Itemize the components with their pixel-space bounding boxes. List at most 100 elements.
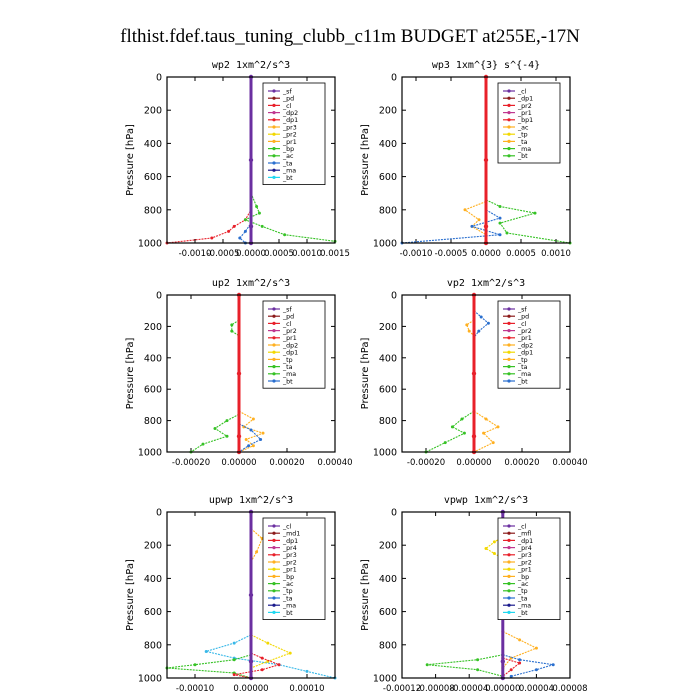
x-tick-label: -0.00012 — [383, 684, 421, 694]
series-line — [190, 413, 240, 453]
legend-marker — [507, 125, 511, 129]
legend-marker — [272, 379, 276, 383]
y-tick-label: 0 — [391, 291, 397, 302]
legend-marker — [272, 531, 276, 535]
legend-marker — [272, 365, 276, 369]
y-tick-label: 200 — [379, 541, 397, 552]
series-line — [427, 654, 503, 677]
y-tick-label: 1000 — [138, 239, 162, 250]
data-point — [248, 659, 254, 664]
panel-6: vpwp 1xm^2/s^3 Pressure [hPa] 0 200 400 600 80… — [360, 495, 588, 694]
y-tick-label: 800 — [379, 640, 397, 651]
legend-marker — [272, 139, 276, 143]
plot-frame — [401, 76, 571, 244]
legend-marker — [272, 350, 276, 354]
data-point — [251, 417, 255, 421]
legend-label: _ta — [282, 364, 293, 371]
x-tick-label: 0.00004 — [519, 684, 554, 694]
data-point — [533, 211, 537, 215]
legend-marker — [272, 582, 276, 586]
legend-label: _dp2 — [517, 342, 533, 349]
data-point — [518, 658, 522, 662]
legend-label: _bt — [517, 610, 528, 617]
legend-marker — [272, 321, 276, 325]
data-point — [471, 434, 477, 439]
legend-label: _dp2 — [282, 110, 298, 117]
data-point — [248, 592, 254, 598]
panel-title: upwp 1xm^2/s^3 — [209, 495, 293, 506]
data-point — [450, 425, 454, 429]
legend-label: _cl — [517, 523, 527, 530]
legend-label: _ta — [282, 595, 293, 602]
panel-5: upwp 1xm^2/s^3 Pressure [hPa] 0 200 400 600 80… — [125, 495, 337, 694]
data-point — [201, 442, 205, 446]
legend-label: _md1 — [282, 531, 300, 538]
y-tick-label: 600 — [144, 607, 162, 618]
y-tick-label: 600 — [379, 385, 397, 396]
legend-label: _pr2 — [282, 132, 297, 139]
legend-marker — [507, 582, 511, 586]
legend-label: _ta — [517, 364, 528, 371]
plot-frame — [166, 76, 336, 244]
data-point — [470, 224, 474, 228]
y-axis-label: Pressure [hPa] — [360, 338, 371, 410]
y-tick-label: 600 — [379, 172, 397, 183]
legend-label: _pr3 — [517, 552, 532, 559]
legend-label: _dp1 — [517, 538, 533, 545]
legend-marker — [507, 118, 511, 122]
data-point — [483, 224, 489, 229]
legend-label: _bt — [517, 153, 528, 160]
legend-label: _ma — [517, 371, 531, 378]
data-point — [425, 663, 429, 667]
y-axis-label: Pressure [hPa] — [125, 124, 136, 196]
legend-label: _tp — [517, 357, 528, 364]
legend-marker — [272, 118, 276, 122]
legend-label: _bt — [282, 378, 293, 385]
panel-4: vp2 1xm^2/s^3 Pressure [hPa] 0 200 400 600 800… — [360, 278, 588, 468]
legend-marker — [272, 372, 276, 376]
legend-label: _dp1 — [282, 117, 298, 124]
legend-label: _pr2 — [517, 328, 532, 335]
legend-marker — [272, 329, 276, 333]
legend-label: _dp1 — [517, 350, 533, 357]
y-tick-label: 400 — [144, 139, 162, 150]
legend-label: _ta — [517, 139, 528, 146]
legend-label: _bp — [282, 574, 294, 581]
y-tick-label: 400 — [379, 574, 397, 585]
series-line — [485, 199, 571, 244]
legend-label: _bt — [282, 175, 293, 182]
legend-marker — [272, 343, 276, 347]
legend-marker — [272, 111, 276, 115]
data-point — [227, 229, 231, 233]
data-point — [255, 204, 259, 208]
data-point — [551, 663, 555, 667]
legend-marker — [272, 175, 276, 179]
legend-marker — [507, 96, 511, 100]
legend-marker — [507, 329, 511, 333]
figure-title: flthist.fdef.taus_tuning_clubb_c11m BUDG… — [120, 26, 580, 47]
legend-label: _pr4 — [517, 545, 532, 552]
data-point — [467, 329, 471, 333]
y-axis-label: Pressure [hPa] — [360, 124, 371, 196]
x-tick-label: 0.00020 — [269, 458, 304, 468]
data-point — [232, 224, 236, 228]
data-point — [486, 321, 490, 325]
legend-label: _bp — [517, 574, 529, 581]
legend-marker — [272, 89, 276, 93]
plot-frame — [166, 511, 336, 679]
legend-label: _ma — [282, 371, 296, 378]
panel-title: wp2 1xm^2/s^3 — [212, 60, 290, 71]
data-point — [498, 221, 502, 225]
legend-label: _pr2 — [517, 103, 532, 110]
legend-marker — [507, 596, 511, 600]
series-line — [466, 319, 475, 337]
panel-2: wp3 1xm^{3} s^{-4} Pressure [hPa] 0 200 400 6… — [360, 60, 572, 259]
data-point — [492, 540, 496, 544]
data-point — [476, 668, 480, 672]
legend-marker — [272, 538, 276, 543]
legend-label: _ta — [282, 160, 293, 167]
legend-marker — [272, 567, 276, 571]
y-tick-label: 400 — [144, 353, 162, 364]
legend-marker — [507, 372, 511, 376]
